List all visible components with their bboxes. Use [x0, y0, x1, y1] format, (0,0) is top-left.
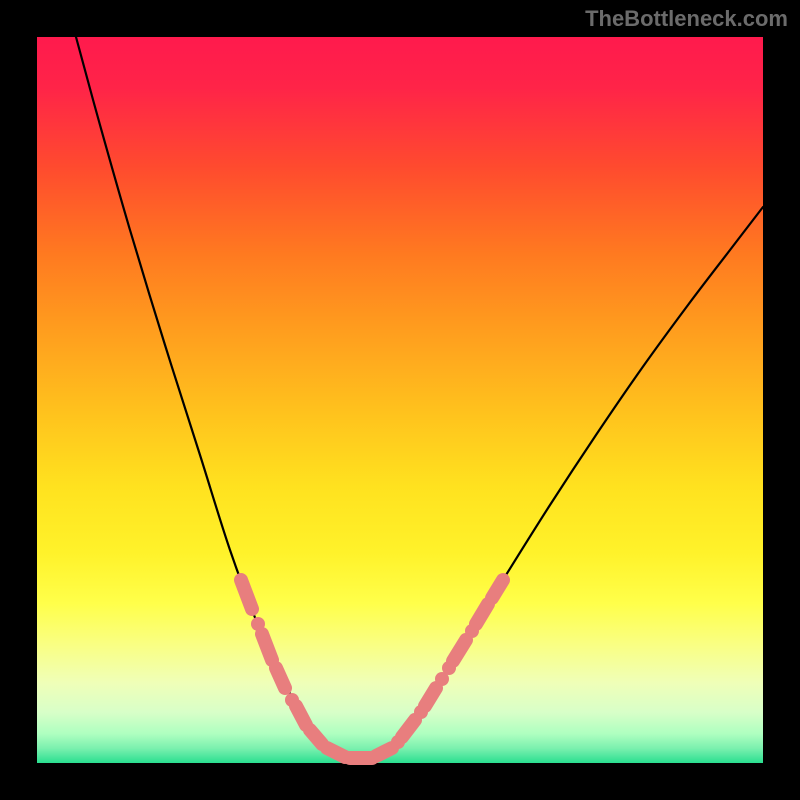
- watermark-text: TheBottleneck.com: [585, 6, 788, 32]
- bead-pill: [492, 580, 503, 598]
- bead-pill: [262, 634, 272, 660]
- chart-background: [37, 37, 763, 763]
- bead-pill: [310, 730, 322, 744]
- bead-pill: [425, 688, 436, 706]
- bead-pill: [296, 706, 306, 725]
- bead-pill: [327, 748, 345, 757]
- stage: TheBottleneck.com: [0, 0, 800, 800]
- bead-pill: [376, 748, 392, 756]
- bead-pill: [276, 668, 285, 688]
- chart-svg: [0, 0, 800, 800]
